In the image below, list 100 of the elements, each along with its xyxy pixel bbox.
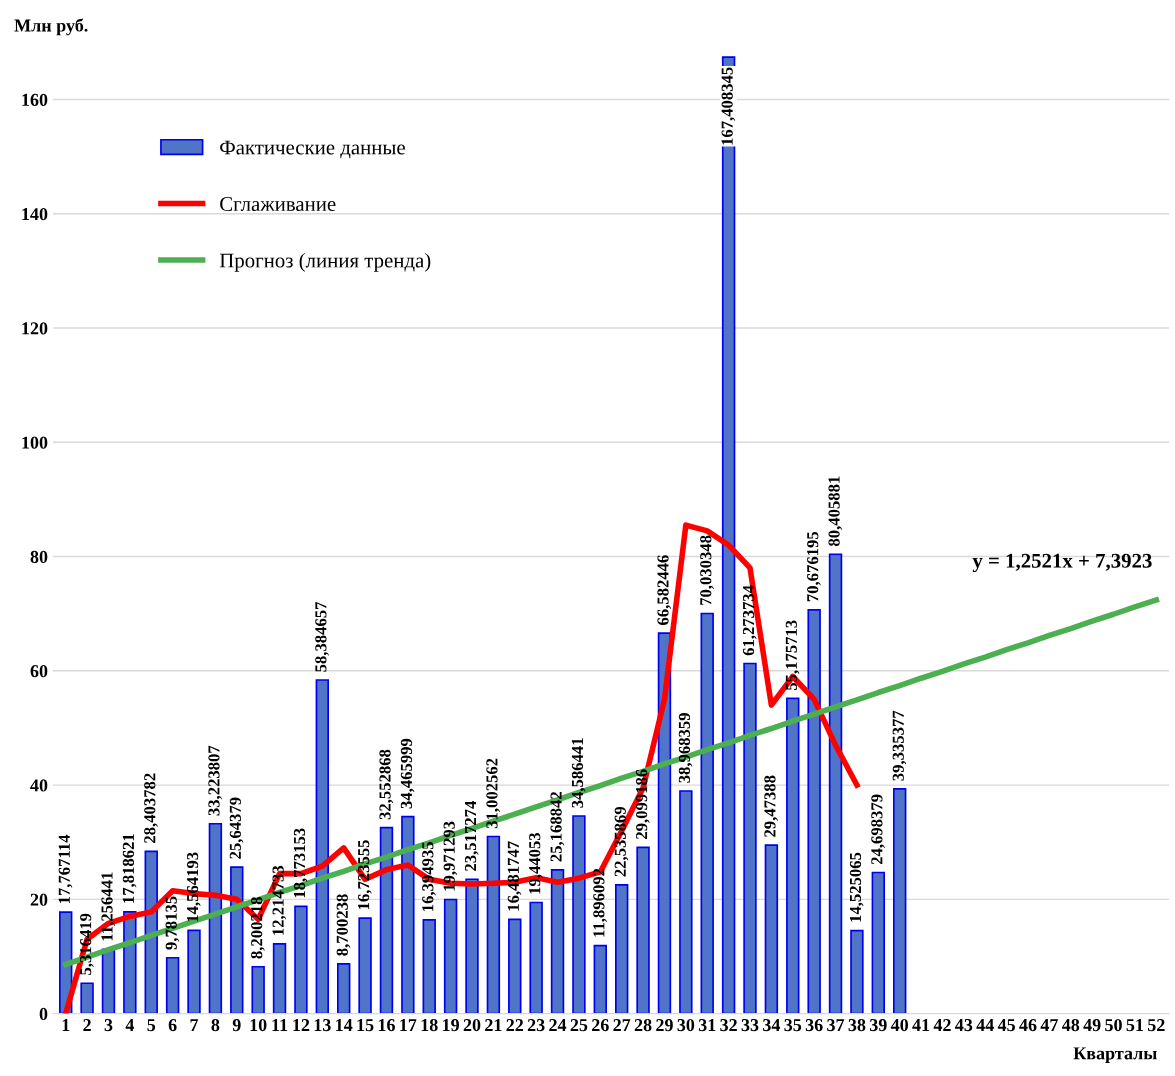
bar — [165, 956, 180, 1014]
x-tick-label: 5 — [147, 1019, 156, 1032]
bar — [636, 846, 650, 1014]
x-tick-label: 6 — [168, 1019, 177, 1032]
x-tick-label: 38 — [848, 1018, 866, 1032]
x-tick-label: 44 — [976, 1019, 994, 1031]
data-label: 8,700238 — [336, 894, 351, 956]
data-label: 28,403782 — [144, 773, 158, 843]
bar — [743, 662, 757, 1014]
x-tick-label: 7 — [190, 1019, 199, 1031]
data-label: 8,200218 — [251, 897, 265, 959]
bar — [401, 815, 415, 1014]
bar — [550, 868, 565, 1014]
data-label: 9,78135 — [165, 896, 180, 950]
x-tick-label: 49 — [1083, 1019, 1101, 1032]
x-tick-label: 15 — [357, 1019, 374, 1032]
x-tick-label: 51 — [1126, 1019, 1143, 1032]
x-tick-label: 21 — [485, 1019, 502, 1031]
y-tick-label: 140 — [22, 208, 48, 221]
y-tick-label: 100 — [22, 436, 48, 449]
x-tick-label: 47 — [1040, 1019, 1058, 1031]
data-label: 19,971293 — [443, 821, 458, 891]
x-tick-label: 43 — [955, 1019, 973, 1032]
x-tick-label: 18 — [421, 1018, 438, 1032]
bar — [422, 919, 436, 1014]
data-label: 70,030348 — [700, 535, 714, 605]
y-tick-label: 60 — [30, 665, 48, 678]
y-axis-title: Млн руб. — [14, 18, 88, 36]
bar — [315, 679, 330, 1014]
x-tick-label: 35 — [784, 1019, 802, 1032]
data-label: 38,968359 — [678, 713, 693, 783]
x-tick-label: 36 — [805, 1019, 823, 1032]
x-tick-label: 25 — [570, 1019, 588, 1032]
x-tick-label: 12 — [293, 1019, 310, 1031]
x-tick-label: 52 — [1147, 1019, 1165, 1032]
x-tick-label: 4 — [125, 1019, 135, 1031]
bar — [786, 697, 800, 1014]
data-label: 25,64379 — [229, 797, 244, 859]
data-label: 14,525065 — [849, 852, 864, 922]
bar — [593, 944, 608, 1014]
data-label: 11,256441 — [101, 872, 116, 941]
x-tick-label: 8 — [211, 1018, 220, 1032]
data-label: 55,175713 — [785, 620, 800, 691]
bar — [187, 929, 201, 1014]
x-tick-label: 24 — [549, 1019, 567, 1031]
x-tick-label: 50 — [1105, 1018, 1122, 1032]
x-tick-label: 40 — [890, 1018, 909, 1032]
bar — [892, 788, 907, 1014]
x-tick-label: 10 — [250, 1018, 267, 1032]
legend-label: Сглаживание — [220, 197, 336, 212]
x-axis-title: Кварталы — [1073, 1047, 1157, 1064]
x-tick-label: 45 — [997, 1019, 1015, 1032]
x-tick-label: 27 — [613, 1019, 631, 1031]
data-label: 32,552868 — [379, 749, 394, 820]
data-label: 29,47388 — [764, 775, 778, 837]
bar — [101, 948, 116, 1014]
y-tick-label: 40 — [30, 779, 48, 792]
bar — [379, 826, 394, 1014]
bar — [807, 608, 821, 1014]
bar — [294, 905, 308, 1014]
x-tick-label: 1 — [62, 1019, 70, 1031]
annotation: y = 1,2521x + 7,3923 — [972, 553, 1152, 573]
x-tick-label: 41 — [912, 1019, 930, 1031]
legend-label: Прогноз (линия тренда) — [219, 252, 431, 272]
bar — [679, 790, 693, 1014]
x-tick-label: 34 — [763, 1019, 781, 1032]
x-tick-label: 46 — [1019, 1019, 1037, 1032]
bar — [358, 917, 372, 1014]
x-tick-label: 3 — [104, 1019, 113, 1032]
bar — [850, 929, 864, 1014]
legend-label: Фактические данные — [220, 140, 405, 159]
bar — [251, 965, 265, 1014]
data-label: 17,818621 — [122, 834, 137, 903]
x-tick-label: 39 — [869, 1019, 887, 1032]
bar — [614, 884, 629, 1014]
bar — [443, 898, 458, 1014]
x-tick-label: 26 — [592, 1019, 609, 1032]
bar — [529, 901, 543, 1014]
data-label: 70,676195 — [807, 531, 821, 602]
data-label: 25,168842 — [550, 792, 565, 862]
x-tick-label: 16 — [378, 1019, 395, 1032]
data-label: 11,896092 — [593, 868, 607, 937]
data-label: 34,465999 — [400, 738, 415, 809]
x-tick-label: 29 — [656, 1019, 673, 1032]
data-label: 5,316419 — [80, 913, 94, 975]
bar — [764, 844, 779, 1014]
x-tick-label: 48 — [1061, 1018, 1080, 1032]
bar — [828, 553, 843, 1014]
x-tick-label: 11 — [272, 1019, 288, 1031]
data-label: 29,099186 — [636, 769, 650, 839]
data-label: 33,223807 — [208, 745, 222, 816]
x-tick-label: 2 — [83, 1019, 91, 1031]
bar — [465, 878, 479, 1014]
x-tick-label: 22 — [506, 1019, 524, 1031]
data-label: 16,481747 — [507, 841, 522, 911]
data-label: 34,586441 — [571, 738, 586, 808]
data-label: 18,773153 — [293, 828, 308, 898]
bar — [700, 612, 714, 1014]
y-tick-label: 160 — [22, 93, 48, 106]
x-tick-label: 30 — [677, 1018, 695, 1032]
